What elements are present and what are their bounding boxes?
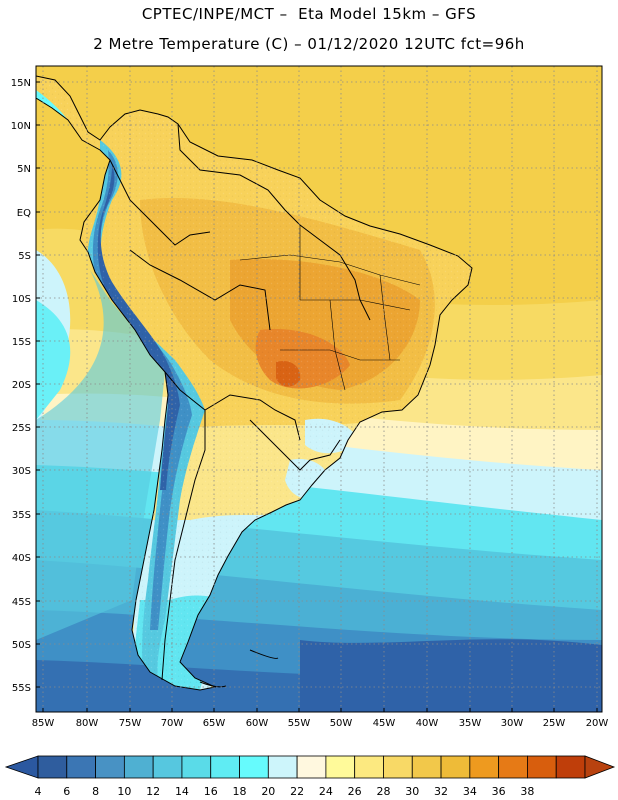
colorbar-segment — [95, 755, 125, 779]
coastline-and-borders — [36, 75, 473, 691]
lat-tick-label: 20S — [12, 380, 31, 391]
colorbar-label: 34 — [463, 785, 477, 798]
colorbar-segment — [411, 755, 442, 779]
colorbar: 4 6 8 10 12 14 16 18 20 22 24 26 28 30 32 34 36 38 — [4, 755, 616, 798]
colorbar-label: 10 — [117, 785, 131, 798]
colorbar-segment — [555, 755, 586, 779]
colorbar-low-arrow — [4, 755, 39, 779]
colorbar-label: 20 — [261, 785, 275, 798]
colorbar-high-arrow — [584, 755, 616, 779]
lon-tick-label: 65W — [203, 718, 226, 729]
lat-tick-label: 15N — [11, 78, 31, 89]
temperature-field — [36, 66, 602, 712]
lat-tick-label: 55S — [12, 683, 31, 694]
colorbar-label: 18 — [233, 785, 247, 798]
colorbar-label: 22 — [290, 785, 304, 798]
colorbar-segment — [66, 755, 96, 779]
island — [199, 681, 227, 688]
lat-tick-label: 40S — [12, 553, 31, 564]
map-frame — [35, 65, 603, 713]
colorbar-label: 6 — [63, 785, 70, 798]
colorbar-segment — [325, 755, 356, 779]
colorbar-label: 26 — [348, 785, 362, 798]
country-border — [177, 123, 371, 321]
colorbar-segment — [498, 755, 528, 779]
island — [249, 649, 279, 659]
colorbar-label: 36 — [492, 785, 506, 798]
lat-tick-label: 10N — [11, 121, 31, 132]
lon-tick-label: 85W — [32, 718, 55, 729]
lat-tick-label: 5S — [18, 251, 31, 262]
colorbar-label: 24 — [319, 785, 333, 798]
colorbar-label: 38 — [520, 785, 534, 798]
lat-tick-label: 30S — [12, 466, 31, 477]
lon-tick-label: 30W — [501, 718, 524, 729]
colorbar-segment — [296, 755, 327, 779]
latitude-axis: 15N 10N 5N EQ 5S 10S 15S 20S 25S 30S 35S 40S 45S 50S 5… — [11, 78, 40, 694]
lat-tick-label: 50S — [12, 640, 31, 651]
longitude-axis: 85W 80W 75W 70W 65W 60W 55W 50W 45W 40W 35W 30W 25W 2… — [32, 708, 609, 729]
lat-tick-label: 15S — [12, 337, 31, 348]
country-border — [109, 159, 211, 246]
colorbar-segment — [440, 755, 471, 779]
colorbar-segment — [123, 755, 154, 779]
colorbar-segment — [527, 755, 557, 779]
country-border — [164, 371, 301, 441]
country-border — [249, 419, 341, 471]
colorbar-segment — [469, 755, 500, 779]
colorbar-label: 30 — [405, 785, 419, 798]
colorbar-label: 32 — [434, 785, 448, 798]
colorbar-segment — [383, 755, 413, 779]
country-border — [161, 410, 206, 681]
country-border — [129, 249, 271, 331]
lon-tick-label: 35W — [459, 718, 482, 729]
colorbar-segment — [181, 755, 212, 779]
colorbar-segment — [354, 755, 384, 779]
lat-tick-label: EQ — [17, 208, 31, 219]
colorbar-segment — [37, 755, 68, 779]
lon-tick-label: 60W — [246, 718, 269, 729]
lon-tick-label: 80W — [76, 718, 99, 729]
lon-tick-label: 45W — [373, 718, 396, 729]
colorbar-segment — [152, 755, 183, 779]
colorbar-label: 8 — [92, 785, 99, 798]
lon-tick-label: 25W — [543, 718, 566, 729]
lon-tick-label: 50W — [330, 718, 353, 729]
lon-tick-label: 70W — [161, 718, 184, 729]
colorbar-label: 28 — [376, 785, 390, 798]
chart-title-line1: CPTEC/INPE/MCT – Eta Model 15km – GFS — [141, 5, 477, 23]
lat-tick-label: 45S — [12, 597, 31, 608]
lon-tick-label: 55W — [288, 718, 311, 729]
colorbar-label: 12 — [146, 785, 160, 798]
lon-tick-label: 20W — [586, 718, 609, 729]
colorbar-segment — [210, 755, 240, 779]
colorbar-segment — [267, 755, 298, 779]
colorbar-label: 14 — [175, 785, 189, 798]
lat-tick-label: 5N — [17, 164, 31, 175]
lat-tick-label: 35S — [12, 510, 31, 521]
colorbar-label: 4 — [35, 785, 42, 798]
colorbar-label: 16 — [204, 785, 218, 798]
lon-tick-label: 40W — [416, 718, 439, 729]
lat-tick-label: 10S — [12, 294, 31, 305]
chart-title-line2: 2 Metre Temperature (C) – 01/12/2020 12U… — [93, 35, 525, 53]
state-border — [239, 225, 421, 391]
lat-tick-label: 25S — [12, 423, 31, 434]
colorbar-segment — [239, 755, 269, 779]
lon-tick-label: 75W — [119, 718, 142, 729]
